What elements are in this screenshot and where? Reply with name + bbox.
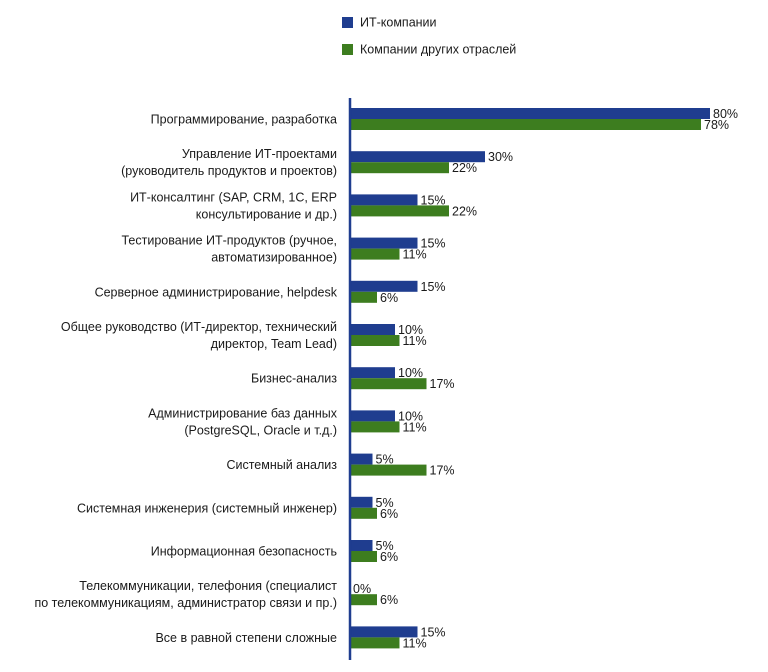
bar-other-5 xyxy=(350,291,377,303)
bar-it-10 xyxy=(350,496,373,508)
value-label-other-11: 6% xyxy=(380,550,398,564)
value-label-other-1: 78% xyxy=(704,118,729,132)
value-label-it-6: 10% xyxy=(398,323,423,337)
bar-it-8 xyxy=(350,410,395,422)
value-label-it-4: 15% xyxy=(421,237,446,251)
bar-other-3 xyxy=(350,205,449,217)
bar-other-11 xyxy=(350,551,377,562)
category-label: Серверное администрирование, helpdesk xyxy=(95,285,338,299)
category-label: Системная инженерия (системный инженер) xyxy=(77,501,337,515)
legend-swatch-2 xyxy=(342,44,353,55)
bars xyxy=(350,108,710,649)
bar-other-4 xyxy=(350,248,400,260)
bar-it-1 xyxy=(350,108,710,119)
value-label-other-9: 17% xyxy=(430,464,455,478)
value-label-other-10: 6% xyxy=(380,507,398,521)
bar-other-8 xyxy=(350,421,400,433)
category-label: Программирование, разработка xyxy=(151,113,337,127)
legend: ИТ-компании Компании других отраслей xyxy=(342,16,516,57)
value-label-it-10: 5% xyxy=(376,496,394,510)
value-label-it-2: 30% xyxy=(488,150,513,164)
bar-other-2 xyxy=(350,162,449,174)
value-label-other-13: 11% xyxy=(403,636,427,650)
category-labels: Программирование, разработка Управление И… xyxy=(34,113,337,645)
value-label-it-1: 80% xyxy=(713,107,738,121)
value-label-it-8: 10% xyxy=(398,409,423,423)
value-labels: 80%78%30%22%15%22%15%11%15%6%10%11%10%17… xyxy=(353,107,738,650)
value-label-other-12: 6% xyxy=(380,593,398,607)
value-label-other-4: 11% xyxy=(403,248,427,262)
category-label: ИТ-консалтинг (SAP, CRM, 1С, ERP консульт… xyxy=(130,190,337,221)
bar-it-3 xyxy=(350,194,418,206)
category-label: Администрирование баз данных (PostgreSQL,… xyxy=(148,406,338,437)
value-label-other-2: 22% xyxy=(452,161,477,175)
value-label-it-3: 15% xyxy=(421,193,446,207)
bar-it-7 xyxy=(350,367,395,379)
value-label-it-13: 15% xyxy=(421,625,446,639)
legend-label-2: Компании других отраслей xyxy=(360,43,516,57)
legend-label-1: ИТ-компании xyxy=(360,16,437,30)
bar-other-7 xyxy=(350,378,427,390)
bar-it-5 xyxy=(350,280,418,292)
value-label-other-3: 22% xyxy=(452,204,477,218)
bar-other-9 xyxy=(350,464,427,476)
bar-it-6 xyxy=(350,324,395,335)
category-label: Бизнес-анализ xyxy=(251,372,337,386)
bar-other-1 xyxy=(350,119,701,130)
category-label: Телекоммуникации, телефония (специалист п… xyxy=(34,579,337,610)
bar-other-12 xyxy=(350,594,377,606)
bar-other-10 xyxy=(350,507,377,519)
category-label: Управление ИТ-проектами (руководитель про… xyxy=(121,147,337,178)
category-label: Информационная безопасность xyxy=(151,545,337,559)
bar-it-11 xyxy=(350,540,373,551)
value-label-it-11: 5% xyxy=(376,539,394,553)
bar-other-13 xyxy=(350,637,400,649)
category-label: Общее руководство (ИТ-директор, техничес… xyxy=(61,320,337,351)
category-label: Тестирование ИТ-продуктов (ручное, автома… xyxy=(121,234,337,265)
bar-it-9 xyxy=(350,453,373,465)
bar-it-2 xyxy=(350,151,485,163)
category-label: Системный анализ xyxy=(226,458,337,472)
value-label-it-5: 15% xyxy=(421,280,446,294)
legend-swatch-1 xyxy=(342,17,353,28)
value-label-it-12: 0% xyxy=(353,582,371,596)
value-label-other-5: 6% xyxy=(380,291,398,305)
category-label: Все в равной степени сложные xyxy=(155,631,337,645)
value-label-other-8: 11% xyxy=(403,420,427,434)
bar-it-4 xyxy=(350,237,418,249)
value-label-other-6: 11% xyxy=(403,334,427,348)
value-label-it-9: 5% xyxy=(376,453,394,467)
bar-other-6 xyxy=(350,335,400,346)
bar-it-13 xyxy=(350,626,418,638)
value-label-it-7: 10% xyxy=(398,366,423,380)
value-label-other-7: 17% xyxy=(430,377,455,391)
